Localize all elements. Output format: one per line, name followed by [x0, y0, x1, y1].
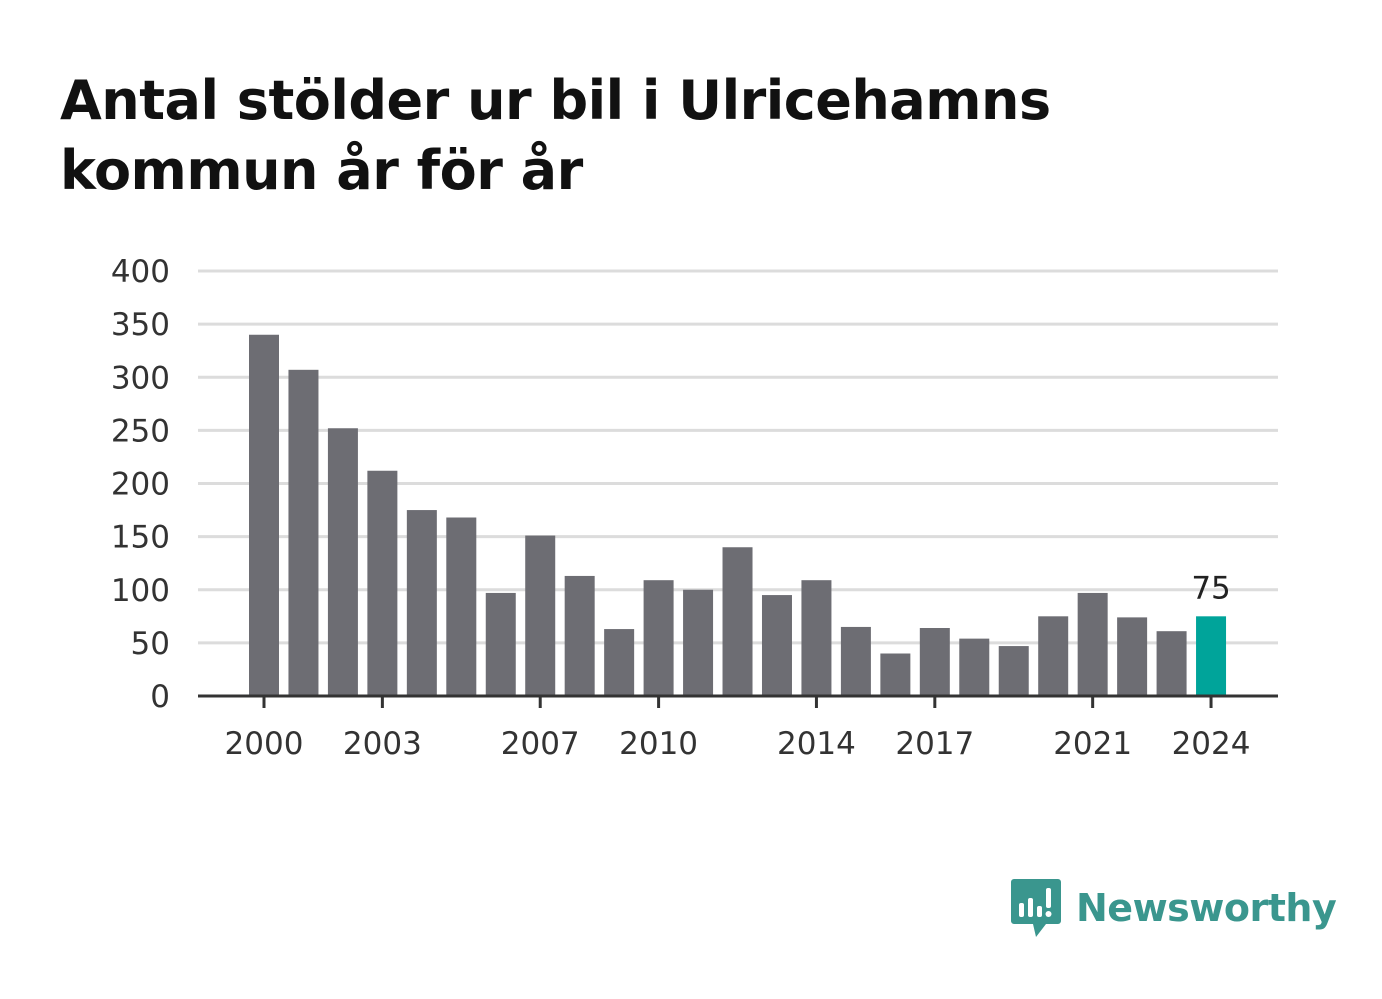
bar — [959, 638, 990, 696]
bar — [249, 334, 279, 696]
y-tick-label: 150 — [111, 520, 170, 556]
y-tick-label: 50 — [131, 626, 170, 662]
bar-value-label: 75 — [1191, 570, 1230, 606]
y-tick-label: 200 — [111, 467, 170, 503]
x-tick-label: 2007 — [501, 726, 580, 762]
bar — [722, 547, 753, 696]
bar — [919, 628, 950, 696]
x-tick-label: 2017 — [895, 726, 974, 762]
bar — [1156, 631, 1187, 696]
bar — [564, 575, 595, 696]
bar — [327, 428, 358, 696]
chart-title: Antal stölder ur bil i Ulricehamns kommu… — [60, 69, 1051, 202]
x-tick-label: 2000 — [225, 726, 304, 762]
bar — [485, 592, 516, 696]
bar — [1038, 616, 1069, 696]
bars — [249, 334, 1227, 696]
y-tick-label: 300 — [111, 360, 170, 396]
x-tick-label: 2021 — [1053, 726, 1132, 762]
bar — [643, 580, 674, 696]
bar — [446, 517, 477, 696]
bar — [683, 589, 714, 696]
bar — [1077, 592, 1108, 696]
x-axis-ticks: 2000 2003 2007 2010 2014 2017 2021 2024 — [225, 696, 1251, 762]
data-labels: 75 — [1191, 570, 1230, 606]
bar — [840, 626, 871, 696]
x-tick-label: 2003 — [343, 726, 422, 762]
bar — [998, 646, 1029, 696]
y-tick-label: 100 — [111, 573, 170, 609]
bar — [406, 510, 437, 696]
x-tick-label: 2024 — [1172, 726, 1251, 762]
y-tick-label: 250 — [111, 413, 170, 449]
bar — [367, 470, 398, 696]
newsworthy-logo: Newsworthy — [1010, 876, 1337, 940]
y-tick-label: 400 — [111, 254, 170, 290]
brand-name: Newsworthy — [1076, 886, 1337, 930]
y-axis-ticks: 0 50 100 150 200 250 300 350 400 — [111, 254, 170, 715]
x-tick-label: 2014 — [777, 726, 856, 762]
bar — [604, 629, 635, 696]
y-tick-label: 0 — [150, 679, 170, 715]
bar — [880, 653, 911, 696]
bar — [801, 580, 832, 696]
bar-highlight — [1196, 616, 1227, 696]
y-tick-label: 350 — [111, 307, 170, 343]
newsworthy-logo-icon — [1011, 879, 1061, 937]
grid-lines — [198, 269, 1278, 645]
bar — [525, 535, 556, 696]
bar — [761, 595, 792, 696]
x-tick-label: 2010 — [619, 726, 698, 762]
bar — [288, 369, 319, 696]
bar — [1117, 617, 1148, 696]
